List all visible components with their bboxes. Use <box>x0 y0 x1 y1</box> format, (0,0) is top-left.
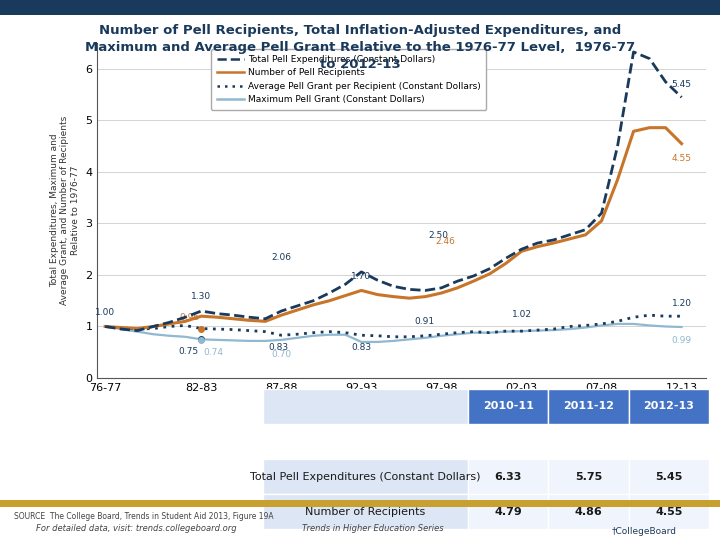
Bar <box>468 494 549 529</box>
Bar <box>468 459 549 494</box>
Text: 0.83: 0.83 <box>351 343 372 352</box>
Text: †CollegeBoard: †CollegeBoard <box>612 526 677 536</box>
Text: 4.79: 4.79 <box>495 507 522 517</box>
Text: 0.91: 0.91 <box>415 316 435 326</box>
Text: 2.46: 2.46 <box>436 237 456 246</box>
Text: 0.99: 0.99 <box>672 336 692 345</box>
Legend: Total Pell Expenditures (Constant Dollars), Number of Pell Recipients, Average P: Total Pell Expenditures (Constant Dollar… <box>211 49 487 110</box>
Text: 2012-13: 2012-13 <box>644 401 695 411</box>
Text: 1.02: 1.02 <box>511 309 531 319</box>
Text: 0.70: 0.70 <box>271 349 292 359</box>
Text: 6.33: 6.33 <box>495 471 522 482</box>
Bar <box>549 494 629 529</box>
Text: Trends in Higher Education Series: Trends in Higher Education Series <box>302 524 444 533</box>
Text: 5.45: 5.45 <box>672 80 692 89</box>
Bar <box>263 494 468 529</box>
Text: 0.74: 0.74 <box>204 348 224 356</box>
Bar <box>468 389 549 424</box>
Text: 0.83: 0.83 <box>269 343 289 352</box>
Text: 0.96: 0.96 <box>179 313 199 322</box>
Text: 1.00: 1.00 <box>95 308 115 317</box>
Text: SOURCE  The College Board, Trends in Student Aid 2013, Figure 19A: SOURCE The College Board, Trends in Stud… <box>14 512 274 521</box>
Text: Number of Recipients: Number of Recipients <box>305 507 426 517</box>
Text: 1.30: 1.30 <box>192 292 212 301</box>
X-axis label: Academic Year: Academic Year <box>350 399 453 411</box>
Text: Number of Pell Recipients, Total Inflation-Adjusted Expenditures, and
Maximum an: Number of Pell Recipients, Total Inflati… <box>85 24 635 71</box>
Text: 0.75: 0.75 <box>179 347 199 356</box>
Text: 1.20: 1.20 <box>672 299 692 308</box>
Text: Total Pell Expenditures (Constant Dollars): Total Pell Expenditures (Constant Dollar… <box>251 471 481 482</box>
Text: 2.50: 2.50 <box>428 231 449 240</box>
Bar <box>263 459 468 494</box>
Text: 4.55: 4.55 <box>672 154 692 163</box>
Text: 2011-12: 2011-12 <box>563 401 614 411</box>
Text: 4.86: 4.86 <box>575 507 603 517</box>
Bar <box>549 389 629 424</box>
Text: 2.06: 2.06 <box>271 253 292 262</box>
Bar <box>263 389 468 424</box>
Text: 1.70: 1.70 <box>351 272 372 281</box>
Text: 5.45: 5.45 <box>655 471 683 482</box>
Bar <box>629 494 709 529</box>
Text: 5.75: 5.75 <box>575 471 603 482</box>
Bar <box>629 459 709 494</box>
Bar <box>549 459 629 494</box>
Text: For detailed data, visit: trends.collegeboard.org: For detailed data, visit: trends.college… <box>36 524 237 533</box>
Text: 4.55: 4.55 <box>655 507 683 517</box>
Text: 2010-11: 2010-11 <box>483 401 534 411</box>
Bar <box>629 389 709 424</box>
Y-axis label: Total Expenditures, Maximum and
Average Grant, and Number of Recipients
Relative: Total Expenditures, Maximum and Average … <box>50 116 80 305</box>
